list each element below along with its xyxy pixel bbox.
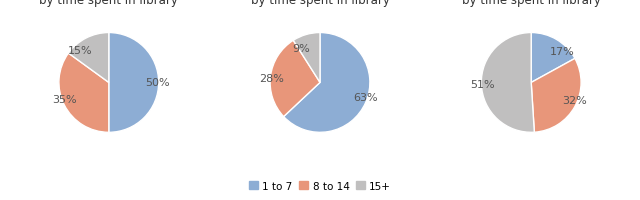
Text: 50%: 50% [145,78,170,88]
Title: Proportion of all students
by time spent in library: Proportion of all students by time spent… [35,0,183,7]
Text: 51%: 51% [470,79,495,89]
Title: Proportion of postgraduates
by time spent in library: Proportion of postgraduates by time spen… [449,0,614,7]
Wedge shape [293,33,320,83]
Wedge shape [109,33,159,133]
Text: 35%: 35% [52,94,77,104]
Text: 63%: 63% [353,92,378,102]
Wedge shape [270,41,320,117]
Text: 15%: 15% [68,46,93,56]
Text: 28%: 28% [259,74,284,83]
Wedge shape [481,33,534,133]
Text: 9%: 9% [292,44,310,54]
Text: 32%: 32% [563,95,588,105]
Text: 17%: 17% [550,47,574,57]
Wedge shape [68,33,109,83]
Wedge shape [284,33,370,133]
Wedge shape [531,59,581,133]
Wedge shape [59,54,109,133]
Legend: 1 to 7, 8 to 14, 15+: 1 to 7, 8 to 14, 15+ [244,177,396,195]
Title: Proportion of undergraduates
by time spent in library: Proportion of undergraduates by time spe… [233,0,407,7]
Wedge shape [531,33,575,83]
